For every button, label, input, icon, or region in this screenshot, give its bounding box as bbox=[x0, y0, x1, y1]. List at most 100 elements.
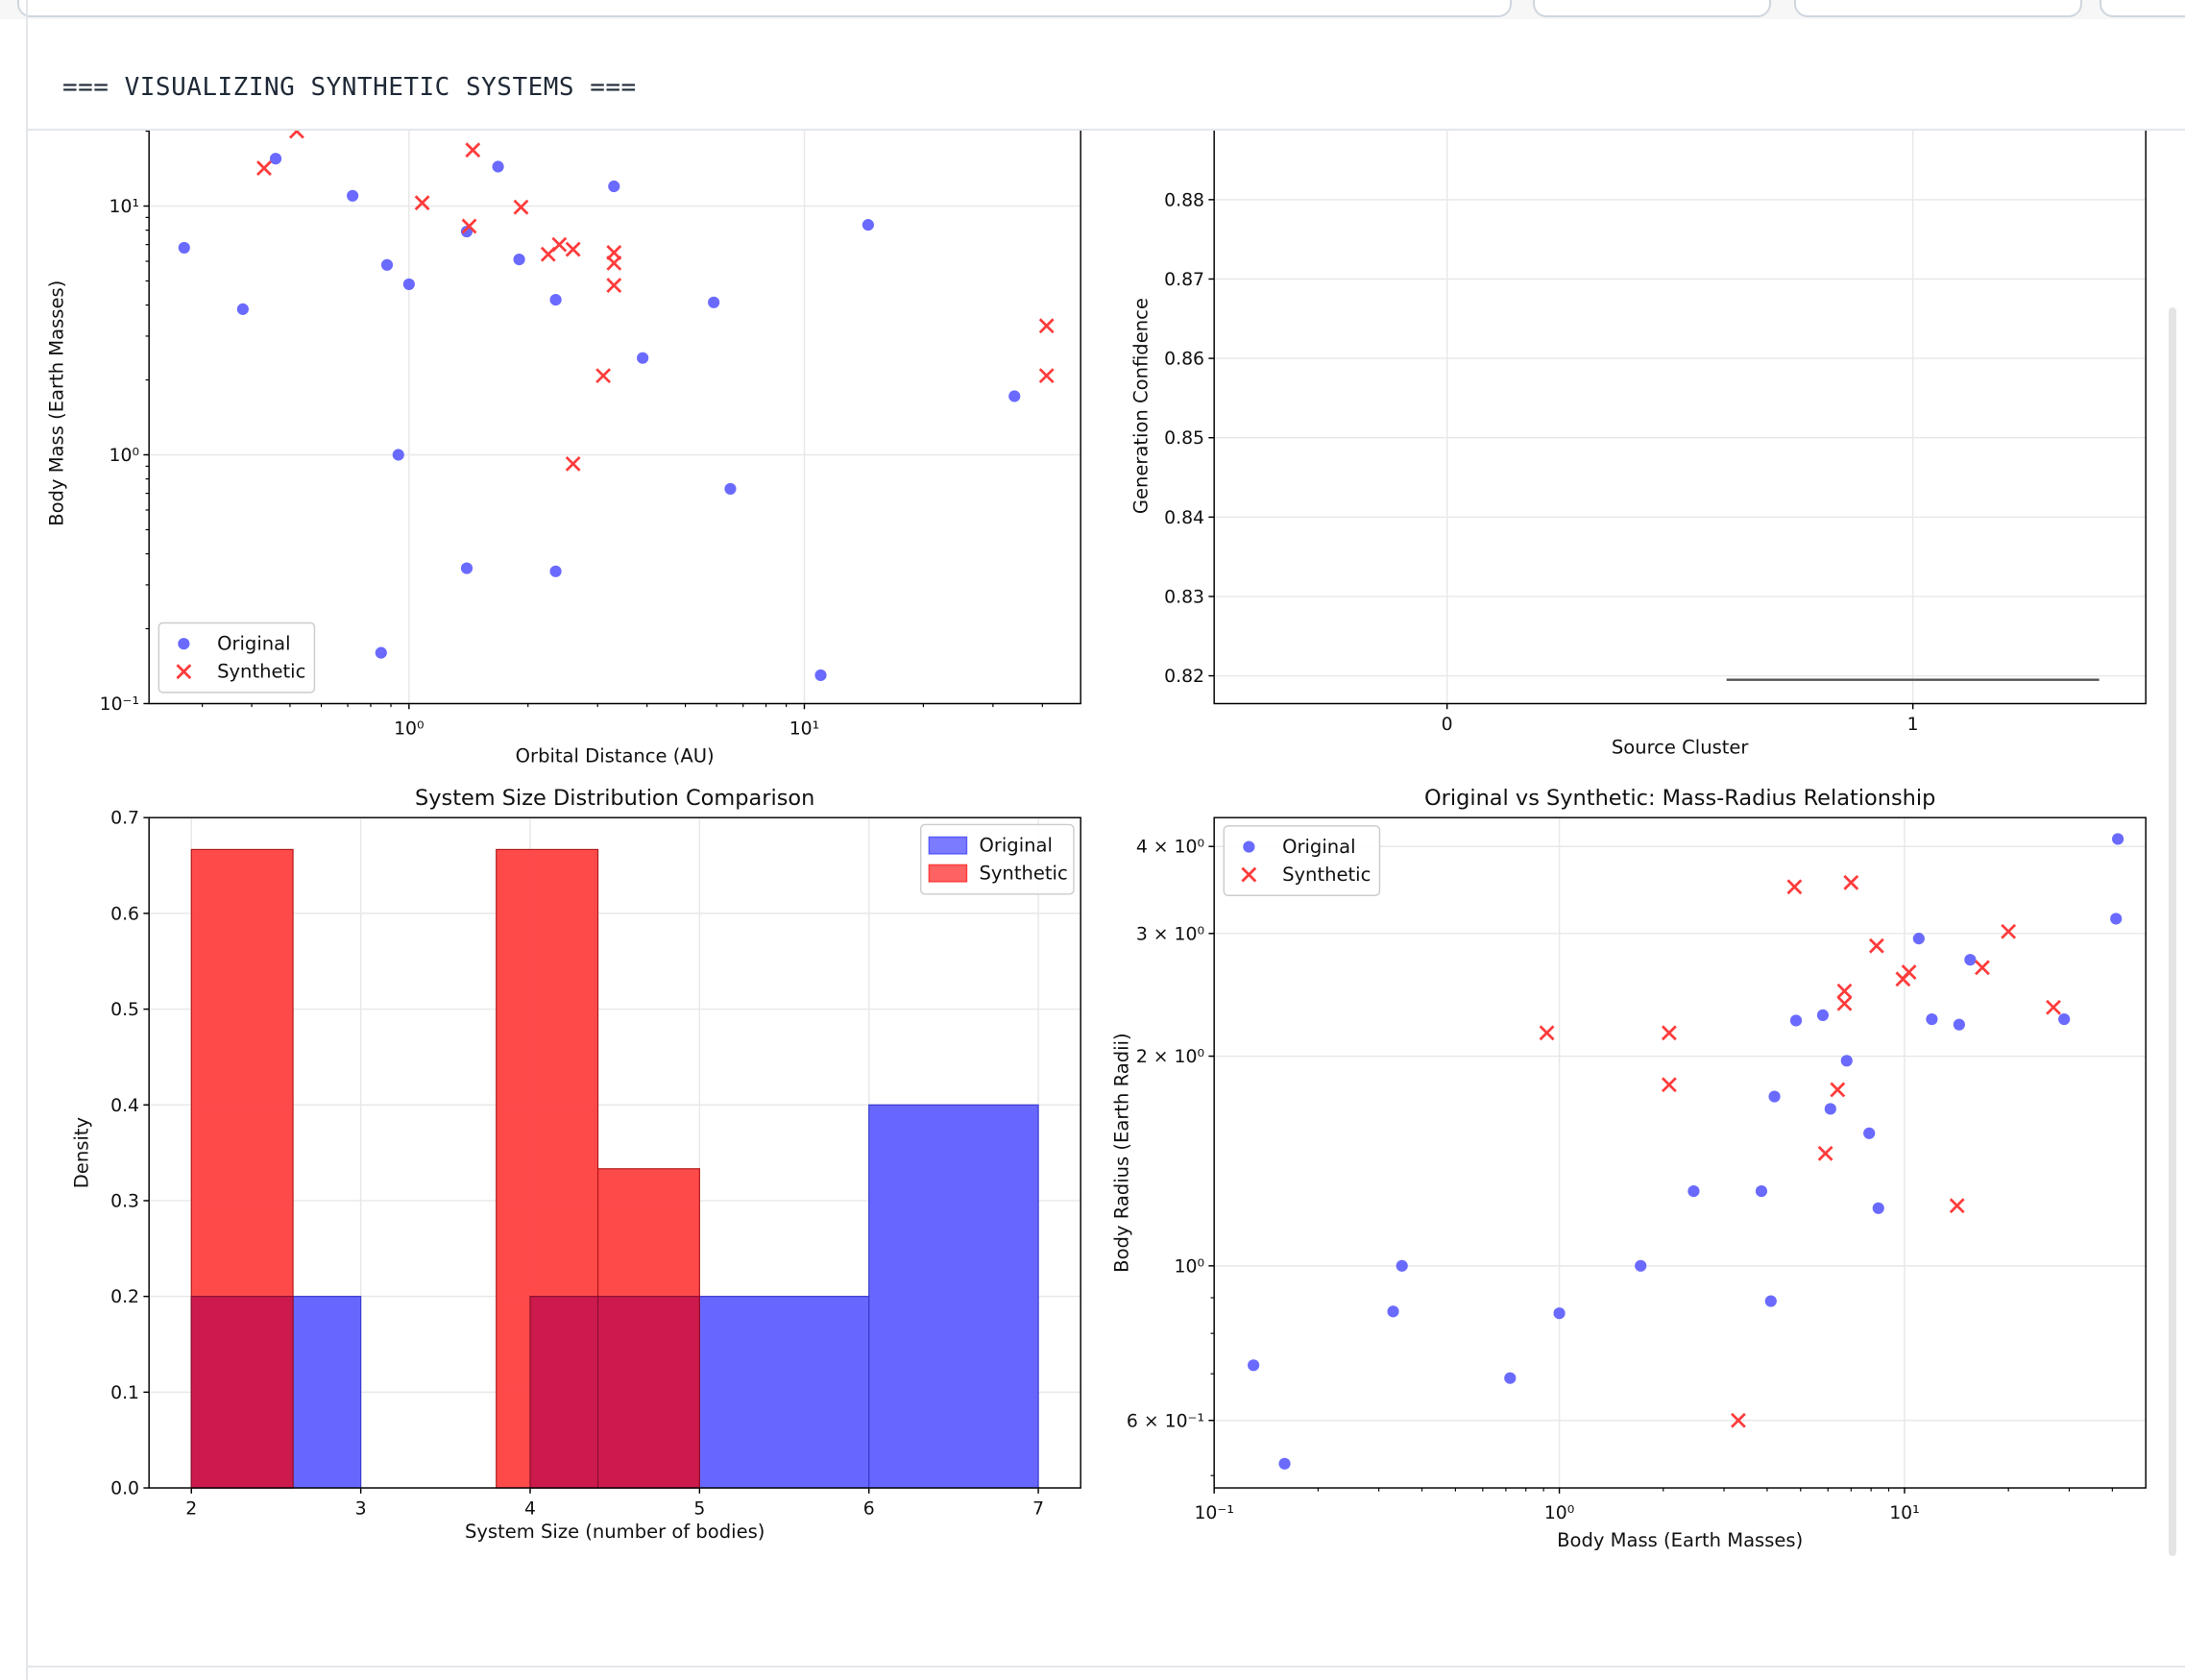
data-point-synthetic bbox=[256, 160, 272, 176]
y-axis-label: Body Mass (Earth Masses) bbox=[45, 280, 67, 526]
output-scrollbar[interactable] bbox=[2169, 307, 2176, 1556]
y-tick-label: 10⁰ bbox=[1175, 1256, 1204, 1277]
bar-overlap bbox=[190, 1296, 294, 1489]
x-tick-label: 6 bbox=[863, 1499, 875, 1520]
data-point-original bbox=[1687, 1185, 1700, 1198]
data-point-synthetic bbox=[1038, 318, 1055, 334]
legend-label: Synthetic bbox=[979, 863, 1067, 885]
toolbar-control-group[interactable] bbox=[1533, 0, 1771, 17]
chart-title: Original vs Synthetic: Mass-Radius Relat… bbox=[1424, 786, 1935, 811]
data-point-synthetic bbox=[606, 255, 622, 271]
y-tick-label: 0.88 bbox=[1164, 190, 1204, 210]
data-point-original bbox=[1387, 1305, 1399, 1318]
data-point-synthetic bbox=[461, 218, 477, 234]
data-point-original bbox=[1278, 1457, 1291, 1470]
toolbar-button[interactable] bbox=[2100, 0, 2185, 17]
y-tick-label: 2 × 10⁰ bbox=[1136, 1047, 1204, 1067]
data-point-synthetic bbox=[2046, 999, 2061, 1015]
data-point-original bbox=[460, 562, 473, 574]
legend-box bbox=[1223, 825, 1381, 896]
x-tick-label: 1 bbox=[1907, 715, 1919, 735]
toolbar-dropdown[interactable] bbox=[1794, 0, 2082, 17]
data-point-original bbox=[492, 160, 504, 173]
data-point-original bbox=[1863, 1127, 1876, 1139]
data-point-original bbox=[1768, 1090, 1781, 1103]
axes-frame bbox=[148, 131, 1081, 705]
y-axis-label: Body Radius (Earth Radii) bbox=[1110, 1033, 1132, 1272]
data-point-synthetic bbox=[1038, 368, 1055, 384]
y-tick-label: 0.85 bbox=[1164, 428, 1204, 449]
legend-label: Synthetic bbox=[1282, 864, 1371, 886]
data-point-original bbox=[549, 294, 562, 306]
data-point-original bbox=[862, 219, 874, 231]
figure: 10⁰ 10¹ 10⁻¹ 10⁰ 10¹ Orbital Distance (AU) Bod… bbox=[45, 131, 2147, 1551]
data-point-synthetic bbox=[1830, 1082, 1846, 1098]
data-point-synthetic bbox=[595, 368, 612, 384]
data-point-synthetic bbox=[1901, 964, 1917, 981]
toolbar-input-field[interactable] bbox=[17, 0, 1512, 17]
data-point-original bbox=[814, 669, 827, 682]
data-point-original bbox=[392, 449, 404, 461]
x-axis-label: System Size (number of bodies) bbox=[465, 1521, 765, 1543]
data-point-original bbox=[608, 180, 620, 193]
legend-marker bbox=[1241, 866, 1257, 883]
legend-entry: Original bbox=[1243, 836, 1356, 858]
data-point-original bbox=[269, 153, 282, 165]
data-point-original bbox=[2112, 833, 2124, 845]
data-point-original bbox=[1824, 1103, 1836, 1115]
data-point-original bbox=[1840, 1055, 1853, 1067]
y-tick-label: 4 × 10⁰ bbox=[1136, 838, 1204, 858]
x-axis-label: Body Mass (Earth Masses) bbox=[1557, 1529, 1803, 1551]
axes-frame bbox=[148, 816, 1081, 1489]
data-point-synthetic bbox=[1836, 983, 1853, 999]
x-tick-label: 10⁻¹ bbox=[1194, 1503, 1233, 1523]
data-point-original bbox=[375, 646, 387, 659]
data-point-synthetic bbox=[414, 195, 430, 211]
points-layer bbox=[1248, 833, 2124, 1470]
data-point-synthetic bbox=[1539, 1025, 1555, 1041]
legend-patch bbox=[928, 836, 968, 855]
chart-scatter_mass_radius: 10⁻¹ 10⁰ 10¹ 6 × 10⁻¹ 10⁰ 2 × 10⁰ 3 × 10⁰ 4 × 1… bbox=[1110, 786, 2147, 1551]
data-point-original bbox=[402, 278, 415, 290]
bar-overlap bbox=[529, 1296, 599, 1489]
y-tick-label: 6 × 10⁻¹ bbox=[1127, 1411, 1204, 1431]
data-point-original bbox=[1755, 1185, 1768, 1198]
y-tick-label: 0.1 bbox=[110, 1383, 139, 1403]
x-tick-label: 0 bbox=[1442, 715, 1453, 735]
legend-entry: Synthetic bbox=[176, 661, 305, 683]
data-point-synthetic bbox=[606, 278, 622, 293]
data-point-synthetic bbox=[1661, 1025, 1677, 1041]
x-axis-label: Orbital Distance (AU) bbox=[516, 744, 715, 767]
data-point-synthetic bbox=[1730, 1412, 1746, 1428]
data-point-original bbox=[708, 296, 720, 308]
data-point-original bbox=[2110, 913, 2123, 925]
data-point-original bbox=[2058, 1012, 2071, 1026]
chart-box_confidence: 0 1 0.82 0.83 0.84 0.85 0.86 0.87 0.88 0.89 Source… bbox=[1130, 131, 2147, 759]
top-toolbar bbox=[0, 0, 2185, 19]
data-point-original bbox=[1872, 1202, 1884, 1214]
legend-entry: Synthetic bbox=[928, 863, 1068, 885]
x-tick-label: 10¹ bbox=[789, 718, 819, 739]
x-tick-label: 2 bbox=[185, 1499, 197, 1520]
y-tick-label: 0.6 bbox=[110, 904, 139, 924]
y-axis-label: Density bbox=[70, 1117, 92, 1188]
x-tick-label: 4 bbox=[524, 1499, 536, 1520]
data-point-original bbox=[380, 258, 394, 271]
y-tick-label: 0.86 bbox=[1164, 350, 1204, 370]
data-point-original bbox=[1396, 1259, 1408, 1272]
data-point-synthetic bbox=[551, 236, 568, 253]
axes-frame bbox=[1213, 131, 2147, 705]
data-point-original bbox=[460, 225, 473, 238]
data-point-original bbox=[1553, 1307, 1566, 1320]
chart-scatter_distance_mass: 10⁰ 10¹ 10⁻¹ 10⁰ 10¹ Orbital Distance (AU) Bod… bbox=[45, 131, 1081, 767]
y-tick-label: 0.5 bbox=[110, 1000, 139, 1020]
data-point-original bbox=[1248, 1359, 1260, 1372]
legend-entry: Synthetic bbox=[1241, 864, 1371, 886]
chart-title: System Size Distribution Comparison bbox=[415, 786, 814, 811]
x-tick-label: 7 bbox=[1032, 1499, 1044, 1520]
axes-frame bbox=[1213, 816, 2147, 1489]
data-point-synthetic bbox=[1836, 995, 1853, 1011]
legend-box bbox=[158, 621, 316, 694]
legend-entry: Original bbox=[178, 633, 291, 655]
data-point-original bbox=[1816, 1009, 1830, 1021]
